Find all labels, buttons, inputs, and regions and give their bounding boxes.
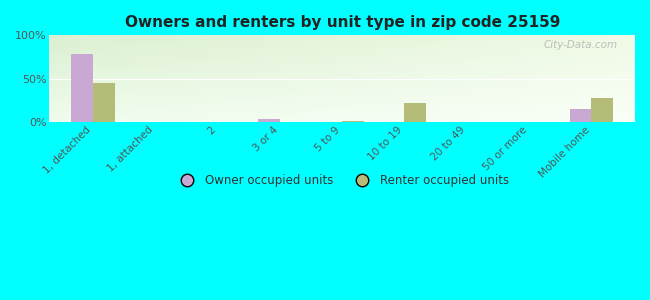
Legend: Owner occupied units, Renter occupied units: Owner occupied units, Renter occupied un… <box>170 169 514 192</box>
Text: City-Data.com: City-Data.com <box>543 40 618 50</box>
Bar <box>342 121 364 122</box>
Bar <box>93 83 115 122</box>
Bar <box>404 103 426 122</box>
Title: Owners and renters by unit type in zip code 25159: Owners and renters by unit type in zip c… <box>125 15 560 30</box>
Bar <box>592 98 613 122</box>
Bar <box>258 119 280 122</box>
Bar <box>72 54 93 122</box>
Bar <box>569 109 592 122</box>
